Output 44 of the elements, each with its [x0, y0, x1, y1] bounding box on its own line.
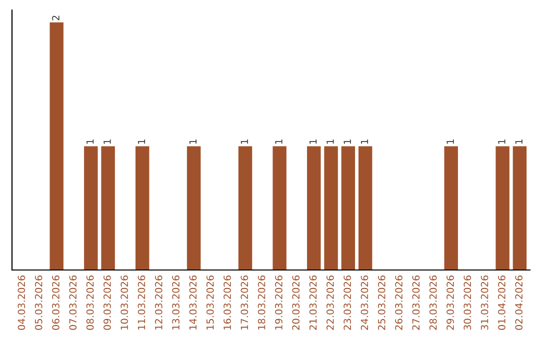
x-tick-label: 05.03.2026 [34, 275, 42, 330]
x-tick-label: 19.03.2026 [275, 275, 282, 330]
data-label: 1 [344, 140, 351, 144]
x-tick-label: 23.03.2026 [344, 275, 352, 330]
x-tick-label: 31.03.2026 [480, 275, 488, 330]
data-label: 1 [138, 140, 146, 144]
x-tick-label: 17.03.2026 [240, 275, 248, 330]
data-label: 1 [326, 140, 334, 144]
data-label: 1 [309, 140, 317, 144]
x-tick-label: 21.03.2026 [309, 275, 317, 330]
data-label: 1 [515, 140, 522, 144]
x-tick-label: 26.03.2026 [395, 275, 402, 330]
data-label: 1 [446, 140, 454, 144]
x-tick-label: 08.03.2026 [86, 275, 94, 330]
data-label: 1 [86, 140, 94, 144]
x-tick-label: 09.03.2026 [104, 275, 111, 330]
x-tick-label: 07.03.2026 [69, 275, 77, 330]
x-tick-label: 01.04.2026 [498, 275, 506, 330]
x-tick-label: 24.03.2026 [360, 275, 368, 330]
x-tick-label: 25.03.2026 [378, 275, 386, 330]
x-tick-label: 02.04.2026 [515, 275, 523, 330]
data-label: 1 [360, 140, 368, 144]
x-tick-label: 27.03.2026 [412, 275, 420, 330]
data-label: 1 [189, 140, 196, 144]
x-tick-label: 22.03.2026 [326, 275, 334, 330]
x-tick-label: 30.03.2026 [464, 275, 472, 330]
x-tick-label: 06.03.2026 [52, 275, 60, 330]
x-tick-label: 18.03.2026 [258, 275, 266, 330]
x-tick-label: 29.03.2026 [446, 275, 454, 330]
x-tick-label: 14.03.2026 [189, 275, 197, 330]
x-tick-label: 12.03.2026 [154, 275, 162, 330]
data-label: 1 [104, 140, 111, 144]
x-tick-label: 28.03.2026 [429, 275, 437, 330]
x-tick-label: 13.03.2026 [172, 275, 180, 330]
x-tick-label: 11.03.2026 [138, 275, 146, 330]
x-tick-label: 15.03.2026 [206, 275, 214, 330]
x-tick-label: 04.03.2026 [18, 275, 26, 330]
data-label: 2 [52, 16, 60, 20]
x-tick-label: 10.03.2026 [120, 275, 128, 330]
data-label: 1 [275, 140, 282, 144]
data-label: 1 [498, 140, 506, 144]
x-tick-label: 20.03.2026 [292, 275, 300, 330]
x-tick-label: 16.03.2026 [224, 275, 231, 330]
data-label: 1 [240, 140, 248, 144]
